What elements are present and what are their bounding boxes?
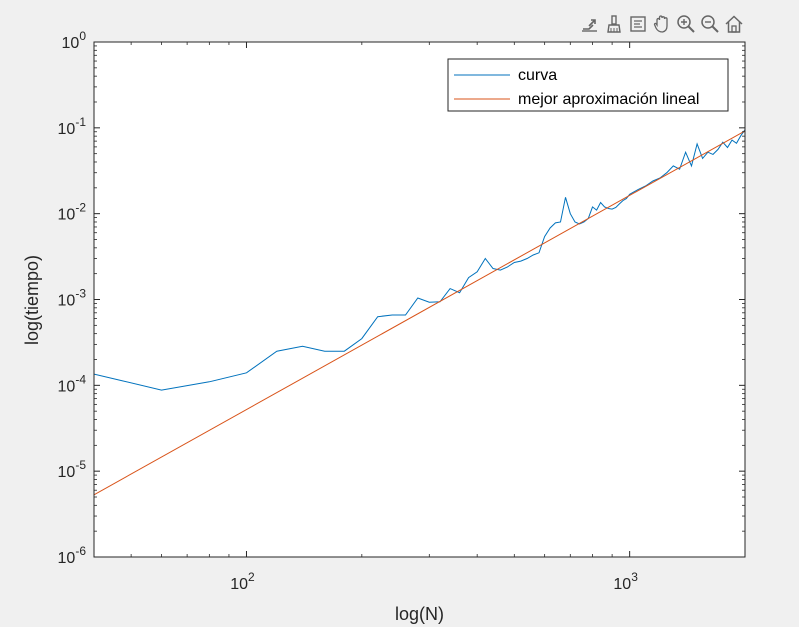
pan-icon bbox=[653, 15, 668, 33]
figure-toolbar bbox=[579, 12, 745, 36]
y-tick-label: 10-1 bbox=[58, 115, 87, 138]
y-tick-label: 10-2 bbox=[58, 201, 87, 224]
y-tick-label: 100 bbox=[62, 29, 87, 52]
x-axis-label: log(N) bbox=[395, 604, 444, 624]
axes-background[interactable] bbox=[94, 42, 745, 557]
y-tick-label: 10-4 bbox=[58, 372, 87, 395]
zoom-in-icon bbox=[677, 15, 695, 33]
x-tick-label: 102 bbox=[230, 570, 255, 593]
home-button[interactable] bbox=[723, 12, 745, 36]
zoom-in-button[interactable] bbox=[675, 12, 697, 36]
series-line-1 bbox=[94, 130, 745, 496]
zoom-out-icon bbox=[701, 15, 719, 33]
brush-button[interactable] bbox=[603, 12, 625, 36]
legend-label-aproximacion: mejor aproximación lineal bbox=[518, 91, 699, 108]
y-tick-label: 10-6 bbox=[58, 544, 87, 567]
y-tick-label: 10-5 bbox=[58, 458, 87, 481]
y-tick-label: 10-3 bbox=[58, 287, 87, 310]
export-icon bbox=[582, 19, 597, 32]
legend-label-curva: curva bbox=[518, 67, 557, 84]
x-tick-label: 103 bbox=[613, 570, 638, 593]
export-button[interactable] bbox=[579, 12, 601, 36]
home-icon bbox=[725, 15, 743, 33]
zoom-out-button[interactable] bbox=[699, 12, 721, 36]
axis-labels: log(N) log(tiempo) bbox=[22, 255, 444, 624]
y-axis-label: log(tiempo) bbox=[22, 255, 42, 345]
legend-box bbox=[447, 58, 729, 112]
datatip-icon bbox=[630, 16, 646, 32]
pan-button[interactable] bbox=[651, 12, 673, 36]
legend[interactable]: curva mejor aproximación lineal bbox=[447, 58, 729, 112]
datatip-button[interactable] bbox=[627, 12, 649, 36]
brush-icon bbox=[607, 15, 621, 33]
axes-frame bbox=[93, 41, 746, 558]
plot-area bbox=[94, 129, 745, 496]
